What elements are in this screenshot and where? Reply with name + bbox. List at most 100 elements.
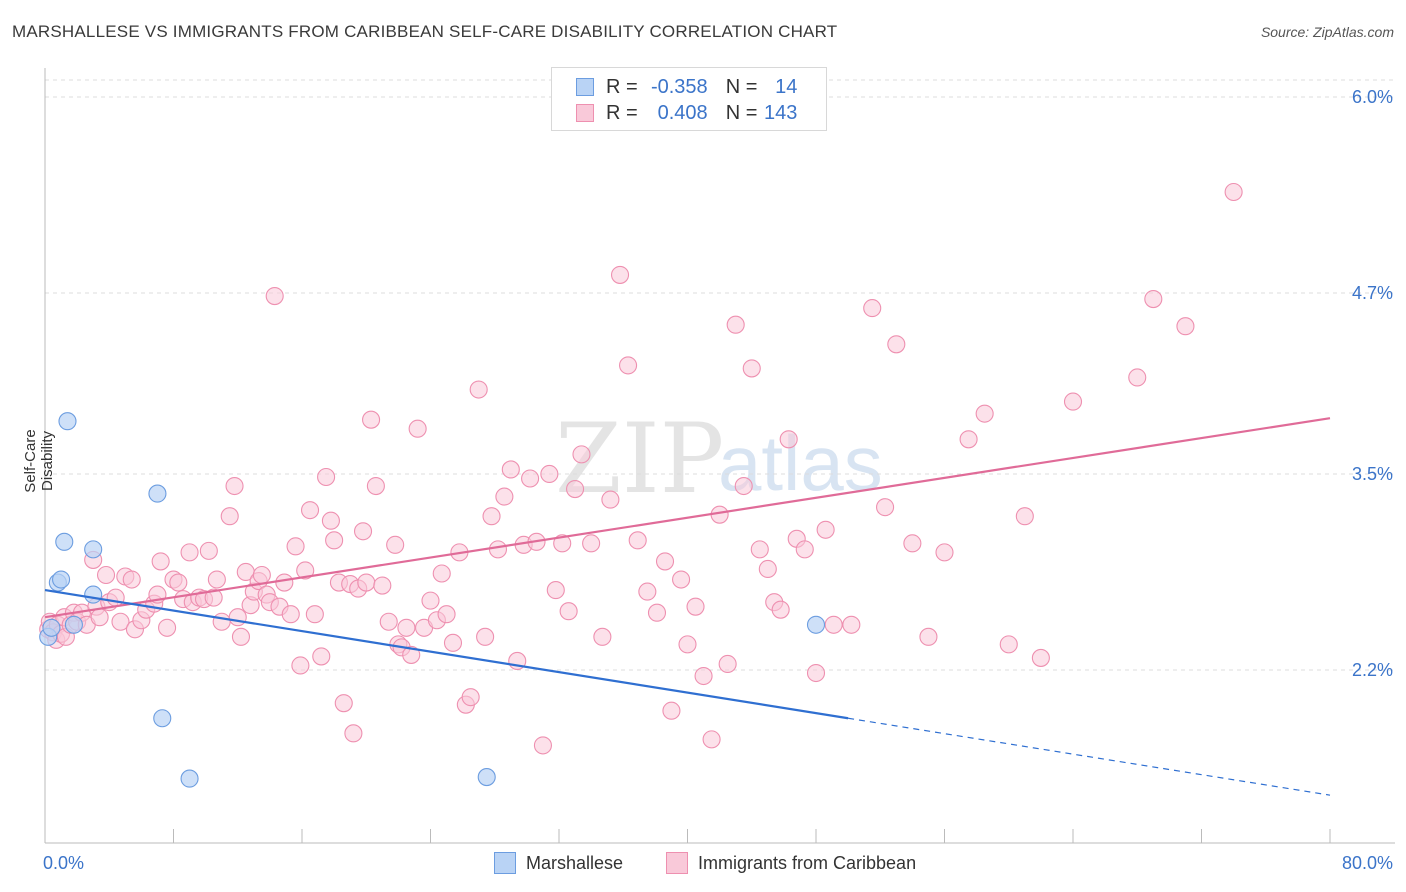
caribbean-point — [686, 597, 705, 616]
caribbean-point — [402, 645, 421, 664]
r-label: R = — [606, 101, 638, 124]
marshallese-point — [42, 618, 61, 637]
caribbean-point — [312, 647, 331, 666]
caribbean-point — [1176, 317, 1195, 336]
caribbean-point — [610, 265, 630, 284]
caribbean-point — [461, 688, 480, 707]
x-tick-label: 80.0% — [1342, 853, 1393, 873]
caribbean-point — [482, 507, 501, 526]
marshallese-point — [148, 484, 167, 503]
x-tick-label: 0.0% — [43, 853, 84, 873]
caribbean-point — [386, 535, 405, 554]
caribbean-point — [533, 736, 552, 755]
caribbean-point — [521, 469, 540, 488]
caribbean-point — [265, 286, 284, 306]
caribbean-point — [275, 573, 294, 592]
caribbean-point — [718, 654, 737, 674]
caribbean-point — [959, 430, 978, 449]
caribbean-point — [887, 335, 906, 354]
legend-label: Marshallese — [526, 852, 624, 873]
caribbean-point — [421, 591, 440, 610]
caribbean-point — [151, 552, 170, 571]
r-value: -0.358 — [650, 75, 708, 98]
caribbean-point — [212, 612, 231, 631]
caribbean-point — [207, 570, 226, 589]
caribbean-point — [443, 633, 463, 652]
caribbean-point — [362, 410, 381, 429]
caribbean-point — [325, 531, 344, 550]
caribbean-point — [296, 561, 315, 580]
caribbean-point — [252, 565, 271, 585]
caribbean-point — [379, 612, 398, 631]
caribbean-point — [353, 522, 373, 541]
legend-item-marshallese: Marshallese — [494, 852, 623, 874]
marshallese-point — [84, 540, 103, 559]
caribbean-point — [1144, 290, 1163, 309]
caribbean-point — [662, 701, 681, 720]
caribbean-point — [553, 534, 572, 553]
caribbean-point — [806, 663, 826, 683]
caribbean-point — [476, 627, 495, 646]
caribbean-point — [122, 570, 141, 589]
n-label: N = — [725, 75, 758, 98]
caribbean-point — [726, 315, 745, 334]
series-legend: Marshallese Immigrants from Caribbean — [0, 852, 1406, 876]
r-label: R = — [606, 75, 638, 98]
caribbean-point — [863, 299, 882, 318]
caribbean-point — [180, 543, 199, 562]
caribbean-point — [106, 588, 125, 607]
caribbean-point — [90, 608, 109, 627]
caribbean-point — [647, 603, 667, 622]
caribbean-point — [582, 534, 601, 553]
source-label: Source: ZipAtlas.com — [1260, 24, 1394, 40]
caribbean-point — [366, 476, 385, 496]
caribbean-point — [469, 380, 488, 399]
n-value: 143 — [764, 101, 798, 124]
caribbean-point — [876, 498, 895, 517]
caribbean-point — [540, 464, 559, 484]
caribbean-point — [975, 404, 994, 423]
r-value: 0.408 — [657, 101, 708, 124]
caribbean-point — [220, 507, 239, 526]
legend-label: Immigrants from Caribbean — [698, 852, 917, 873]
y-tick-label: 4.7% — [1352, 283, 1393, 303]
caribbean-point — [321, 511, 340, 530]
caribbean-point — [638, 582, 657, 601]
marshallese-trend-extension — [848, 717, 1331, 796]
caribbean-point — [742, 359, 761, 378]
caribbean-point — [488, 540, 508, 559]
caribbean-point — [795, 540, 814, 559]
caribbean-point — [300, 501, 320, 520]
caribbean-point — [437, 605, 456, 624]
caribbean-point — [397, 618, 416, 637]
n-value: 14 — [775, 75, 798, 98]
caribbean-point — [919, 627, 938, 646]
caribbean-point — [204, 588, 223, 607]
caribbean-point — [593, 627, 612, 646]
caribbean-point — [373, 576, 392, 595]
caribbean-point — [1128, 368, 1147, 387]
caribbean-point — [572, 445, 591, 464]
marshallese-swatch — [576, 78, 594, 96]
caribbean-point — [842, 615, 861, 634]
caribbean-point — [495, 487, 514, 506]
caribbean-point — [501, 460, 520, 479]
caribbean-point — [111, 612, 130, 631]
caribbean-trend-line — [44, 417, 1331, 619]
caribbean-point — [816, 520, 835, 539]
caribbean-point — [935, 543, 954, 562]
legend-row-marshallese: R = -0.358 N = 14 — [576, 75, 797, 99]
caribbean-point — [225, 476, 244, 496]
caribbean-point — [779, 430, 798, 449]
caribbean-point — [702, 730, 721, 749]
marshallese-point — [806, 615, 826, 634]
marshallese-trend-line — [44, 588, 849, 720]
marshallese-legend-swatch — [494, 852, 516, 874]
caribbean-point — [566, 480, 585, 499]
legend-row-caribbean: R = 0.408 N = 143 — [576, 101, 797, 125]
y-tick-label: 3.5% — [1352, 464, 1393, 484]
caribbean-point — [758, 559, 777, 579]
caribbean-point — [601, 490, 620, 509]
caribbean-point — [334, 694, 353, 713]
